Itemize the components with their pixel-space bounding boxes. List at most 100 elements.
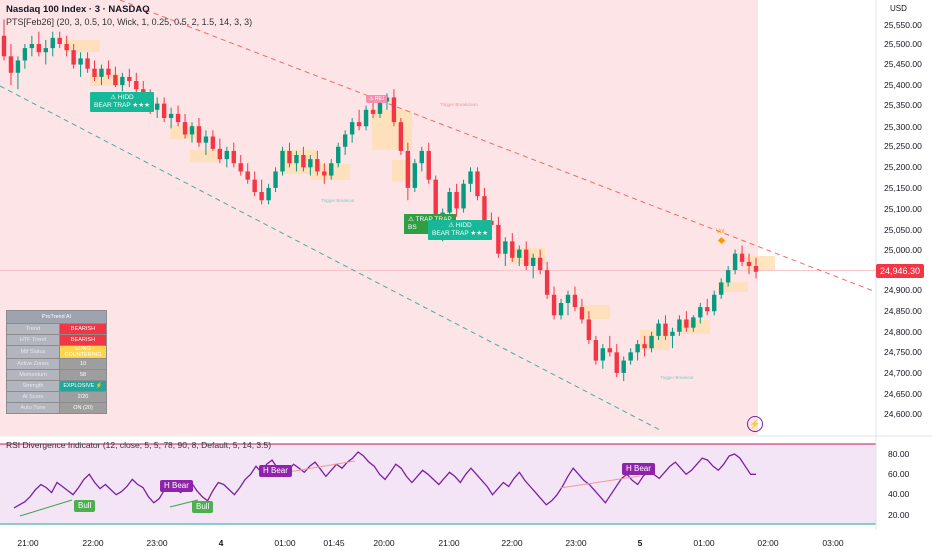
candle-body bbox=[370, 109, 376, 114]
protrend-value: EXPLOSIVE ⚡ bbox=[59, 380, 107, 392]
candle-body bbox=[322, 171, 327, 176]
trigger-label-3: Trigger Breakdown bbox=[440, 102, 478, 107]
candle-body bbox=[663, 323, 668, 336]
candle-body bbox=[503, 241, 508, 254]
hbear-tag-3: H Bear bbox=[622, 463, 655, 475]
protrend-key: Trend bbox=[6, 323, 60, 335]
price-tick-label: 25,100.00 bbox=[884, 204, 922, 214]
candle-body bbox=[134, 81, 139, 90]
candle-body bbox=[259, 192, 264, 201]
candle-body bbox=[22, 48, 28, 61]
candle-body bbox=[593, 340, 599, 361]
candle-body bbox=[329, 163, 334, 176]
time-tick-label: 5 bbox=[637, 538, 643, 548]
price-tick-label: 25,050.00 bbox=[884, 225, 922, 235]
protrend-value: ON (20) bbox=[59, 402, 107, 414]
candle-body bbox=[210, 136, 216, 149]
protrend-row: Strength EXPLOSIVE ⚡ bbox=[6, 380, 107, 392]
protrend-row: Trend BEARISH bbox=[6, 323, 107, 335]
candle-body bbox=[64, 44, 69, 51]
current-price-badge: 24,946.30 bbox=[876, 264, 925, 278]
bull-tag-2: Bull bbox=[192, 501, 214, 513]
time-tick-label: 4 bbox=[218, 538, 224, 548]
protrend-title: ProTrend AI bbox=[6, 310, 107, 324]
protrend-key: HTF Trend bbox=[6, 334, 60, 346]
candle-body bbox=[398, 122, 404, 151]
candle-body bbox=[252, 179, 257, 192]
rsi-legend[interactable]: RSI Divergence Indicator (12, close, 5, … bbox=[6, 440, 272, 450]
bearish-background bbox=[0, 0, 758, 435]
protrend-key: Auto Tune bbox=[6, 402, 60, 414]
time-tick-label: 22:00 bbox=[82, 538, 104, 548]
candle-body bbox=[349, 122, 355, 135]
candle-body bbox=[746, 261, 752, 266]
candle-body bbox=[377, 101, 383, 114]
candle-body bbox=[224, 150, 230, 160]
symbol-title[interactable]: Nasdaq 100 Index · 3 · NASDAQ bbox=[6, 4, 150, 15]
price-tick-label: 24,750.00 bbox=[884, 347, 922, 357]
time-tick-label: 23:00 bbox=[565, 538, 587, 548]
time-tick-label: 23:00 bbox=[146, 538, 168, 548]
candle-body bbox=[607, 348, 612, 353]
candle-body bbox=[92, 68, 97, 77]
price-tick-label: 24,800.00 bbox=[884, 327, 922, 337]
candle-body bbox=[461, 183, 466, 209]
currency-label[interactable]: USD bbox=[890, 4, 907, 13]
hbear-div-line-3 bbox=[559, 475, 641, 489]
time-tick-label: 22:00 bbox=[501, 538, 523, 548]
candle-body bbox=[78, 58, 83, 65]
candle-body bbox=[426, 150, 431, 180]
indicator-legend[interactable]: PTS[Feb26] (20, 3, 0.5, 10, Wick, 1, 0.2… bbox=[6, 17, 253, 27]
hbear-tag-2: H Bear bbox=[259, 465, 292, 477]
price-tick-label: 24,600.00 bbox=[884, 409, 922, 419]
upper-trendline bbox=[119, 0, 877, 293]
candle-body bbox=[50, 37, 55, 49]
lower-trendline bbox=[0, 85, 661, 431]
candle-body bbox=[684, 319, 689, 328]
price-tick-label: 24,650.00 bbox=[884, 389, 922, 399]
lightning-icon[interactable]: ⚡ bbox=[747, 416, 763, 432]
candle-body bbox=[273, 171, 278, 188]
candle-body bbox=[725, 270, 731, 283]
candle-body bbox=[537, 257, 543, 271]
candle-body bbox=[551, 294, 557, 316]
candle-body bbox=[586, 319, 592, 340]
price-tick-label: 25,250.00 bbox=[884, 141, 922, 151]
protrend-value: 2/20 bbox=[59, 391, 107, 403]
candle-body bbox=[308, 159, 313, 168]
candle-body bbox=[203, 136, 209, 143]
hbear-tag-1: H Bear bbox=[160, 480, 193, 492]
price-tick-label: 25,550.00 bbox=[884, 20, 922, 30]
protrend-row: Auto Tune ON (20) bbox=[6, 402, 107, 414]
protrend-key: Mtf Status bbox=[6, 345, 60, 359]
candle-body bbox=[99, 68, 104, 77]
candle-body bbox=[245, 171, 250, 180]
time-tick-label: 21:00 bbox=[438, 538, 460, 548]
protrend-row: HTF Trend BEARISH bbox=[6, 334, 107, 346]
protrend-key: Momentum bbox=[6, 369, 60, 381]
candle-body bbox=[120, 76, 125, 86]
price-tick-label: 25,300.00 bbox=[884, 122, 922, 132]
candle-body bbox=[614, 352, 619, 373]
candle-body bbox=[315, 159, 320, 172]
candle-body bbox=[182, 122, 188, 135]
candle-body bbox=[712, 294, 717, 312]
time-tick-label: 03:00 bbox=[822, 538, 844, 548]
candle-body bbox=[85, 58, 90, 69]
protrend-row: AI Score 2/20 bbox=[6, 391, 107, 403]
rsi-line bbox=[13, 451, 756, 509]
vol-label: Vol bbox=[716, 229, 725, 235]
candle-body bbox=[405, 150, 411, 188]
price-tick-label: 24,700.00 bbox=[884, 368, 922, 378]
candle-body bbox=[642, 344, 647, 349]
rsi-tick-label: 60.00 bbox=[888, 469, 910, 479]
candle-body bbox=[127, 76, 132, 81]
candle-body bbox=[391, 97, 397, 123]
candle-body bbox=[154, 103, 160, 110]
bull-div-line-1 bbox=[19, 499, 73, 517]
trigger-label-1: Trigger Breakout bbox=[321, 198, 355, 203]
candle-body bbox=[189, 126, 195, 135]
candle-body bbox=[468, 171, 473, 184]
price-tick-label: 25,200.00 bbox=[884, 162, 922, 172]
